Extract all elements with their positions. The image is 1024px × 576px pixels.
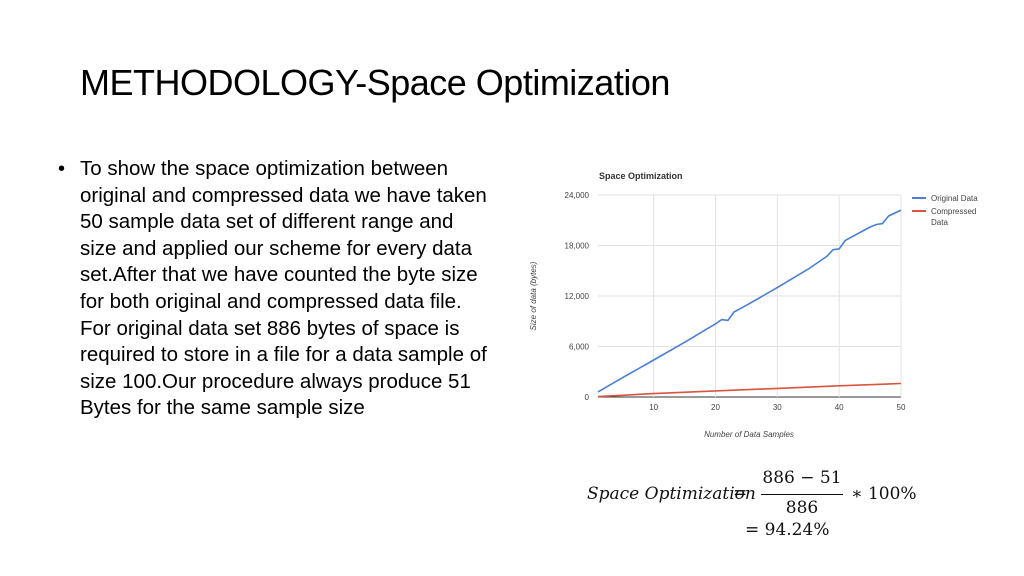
formula-multiplier: ∗ 100% [851,484,917,504]
y-tick-label: 12,000 [565,292,590,301]
formula-lhs: Space Optimization [587,484,756,504]
formula-result: = 94.24% [745,520,830,540]
legend-label-compressed-line1: Compressed [931,207,976,216]
x-axis-label: Number of Data Samples [704,430,794,439]
formula-denominator: 886 [785,498,819,518]
x-tick-label: 50 [897,403,906,412]
formula-numerator: 886 − 51 [762,468,842,488]
legend-label-original: Original Data [931,194,978,203]
y-tick-label: 0 [585,393,590,402]
space-optimization-chart: Space Optimization 0 6,000 12,000 18,000 24,0… [520,160,1000,460]
x-tick-label: 20 [711,403,720,412]
x-tick-label: 40 [835,403,844,412]
chart-title: Space Optimization [599,171,683,181]
y-tick-label: 24,000 [565,191,590,200]
y-tick-label: 6,000 [569,343,590,352]
y-axis-label: Size of data (bytes) [529,261,538,330]
bullet-item: • To show the space optimization between… [58,156,488,422]
x-tick-label: 30 [773,403,782,412]
y-tick-label: 18,000 [565,242,590,251]
bullet-icon: • [58,158,66,180]
legend-label-compressed-line2: Data [931,218,948,227]
x-tick-label: 10 [649,403,658,412]
bullet-text: To show the space optimization between o… [80,157,487,420]
series-line-compressed-data [597,382,902,398]
formula-fraction-bar [761,494,843,495]
slide-title: METHODOLOGY-Space Optimization [80,62,670,103]
series-line-original-data [597,209,902,393]
space-optimization-formula: Space Optimization = 886 − 51 886 ∗ 100%… [585,468,925,548]
formula-equals: = [733,483,748,503]
chart-svg: Space Optimization 0 6,000 12,000 18,000 24,0… [529,171,978,439]
